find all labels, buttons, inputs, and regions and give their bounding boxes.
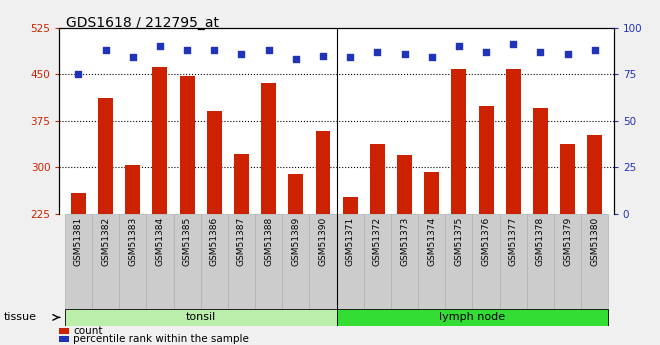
- Bar: [473, 214, 500, 309]
- Bar: [288, 174, 304, 214]
- Point: [127, 55, 138, 60]
- Text: GDS1618 / 212795_at: GDS1618 / 212795_at: [66, 16, 219, 30]
- Bar: [581, 214, 609, 309]
- Text: GSM51374: GSM51374: [427, 217, 436, 266]
- Point: [317, 53, 328, 58]
- Point: [480, 49, 491, 55]
- Bar: [500, 214, 527, 309]
- Bar: [125, 165, 141, 214]
- Point: [453, 43, 464, 49]
- Point: [345, 55, 356, 60]
- Bar: [337, 214, 364, 309]
- Bar: [255, 214, 282, 309]
- Point: [399, 51, 410, 57]
- Bar: [228, 214, 255, 309]
- Bar: [59, 336, 69, 343]
- Point: [209, 47, 220, 53]
- Bar: [587, 135, 603, 214]
- Bar: [119, 214, 147, 309]
- Text: lymph node: lymph node: [440, 313, 506, 322]
- Bar: [370, 144, 385, 214]
- Text: GSM51373: GSM51373: [400, 217, 409, 266]
- Bar: [391, 214, 418, 309]
- Bar: [554, 214, 581, 309]
- Bar: [337, 309, 609, 326]
- Bar: [71, 194, 86, 214]
- Point: [508, 42, 519, 47]
- Bar: [59, 328, 69, 334]
- Bar: [506, 69, 521, 214]
- Text: GSM51383: GSM51383: [128, 217, 137, 266]
- Bar: [98, 98, 113, 214]
- Point: [100, 47, 111, 53]
- Bar: [343, 197, 358, 214]
- Text: GSM51381: GSM51381: [74, 217, 83, 266]
- Bar: [174, 214, 201, 309]
- Text: GSM51389: GSM51389: [291, 217, 300, 266]
- Bar: [451, 69, 467, 214]
- Text: GSM51377: GSM51377: [509, 217, 517, 266]
- Bar: [397, 155, 412, 214]
- Text: GSM51382: GSM51382: [101, 217, 110, 266]
- Bar: [478, 107, 494, 214]
- Point: [562, 51, 573, 57]
- Bar: [446, 214, 473, 309]
- Text: GSM51385: GSM51385: [183, 217, 191, 266]
- Bar: [282, 214, 310, 309]
- Point: [154, 43, 165, 49]
- Text: GSM51380: GSM51380: [590, 217, 599, 266]
- Bar: [364, 214, 391, 309]
- Text: GSM51379: GSM51379: [563, 217, 572, 266]
- Bar: [201, 214, 228, 309]
- Bar: [424, 172, 439, 214]
- Bar: [65, 309, 337, 326]
- Text: GSM51371: GSM51371: [346, 217, 354, 266]
- Point: [535, 49, 546, 55]
- Text: GSM51375: GSM51375: [454, 217, 463, 266]
- Text: GSM51376: GSM51376: [482, 217, 490, 266]
- Text: percentile rank within the sample: percentile rank within the sample: [73, 334, 249, 344]
- Bar: [533, 108, 548, 214]
- Bar: [527, 214, 554, 309]
- Point: [372, 49, 383, 55]
- Text: GSM51386: GSM51386: [210, 217, 219, 266]
- Text: count: count: [73, 326, 103, 336]
- Bar: [315, 131, 331, 214]
- Point: [182, 47, 193, 53]
- Bar: [261, 83, 276, 214]
- Point: [290, 57, 301, 62]
- Point: [73, 71, 84, 77]
- Bar: [180, 76, 195, 214]
- Text: GSM51378: GSM51378: [536, 217, 545, 266]
- Text: tissue: tissue: [3, 313, 36, 322]
- Text: tonsil: tonsil: [185, 313, 216, 322]
- Bar: [418, 214, 446, 309]
- Text: GSM51387: GSM51387: [237, 217, 246, 266]
- Text: GSM51384: GSM51384: [156, 217, 164, 266]
- Bar: [65, 214, 92, 309]
- Bar: [207, 111, 222, 214]
- Bar: [92, 214, 119, 309]
- Text: GSM51388: GSM51388: [264, 217, 273, 266]
- Bar: [147, 214, 174, 309]
- Bar: [560, 144, 575, 214]
- Bar: [234, 154, 249, 214]
- Bar: [152, 67, 168, 214]
- Point: [589, 47, 600, 53]
- Bar: [310, 214, 337, 309]
- Point: [263, 47, 274, 53]
- Text: GSM51390: GSM51390: [319, 217, 327, 266]
- Point: [236, 51, 247, 57]
- Point: [426, 55, 437, 60]
- Text: GSM51372: GSM51372: [373, 217, 382, 266]
